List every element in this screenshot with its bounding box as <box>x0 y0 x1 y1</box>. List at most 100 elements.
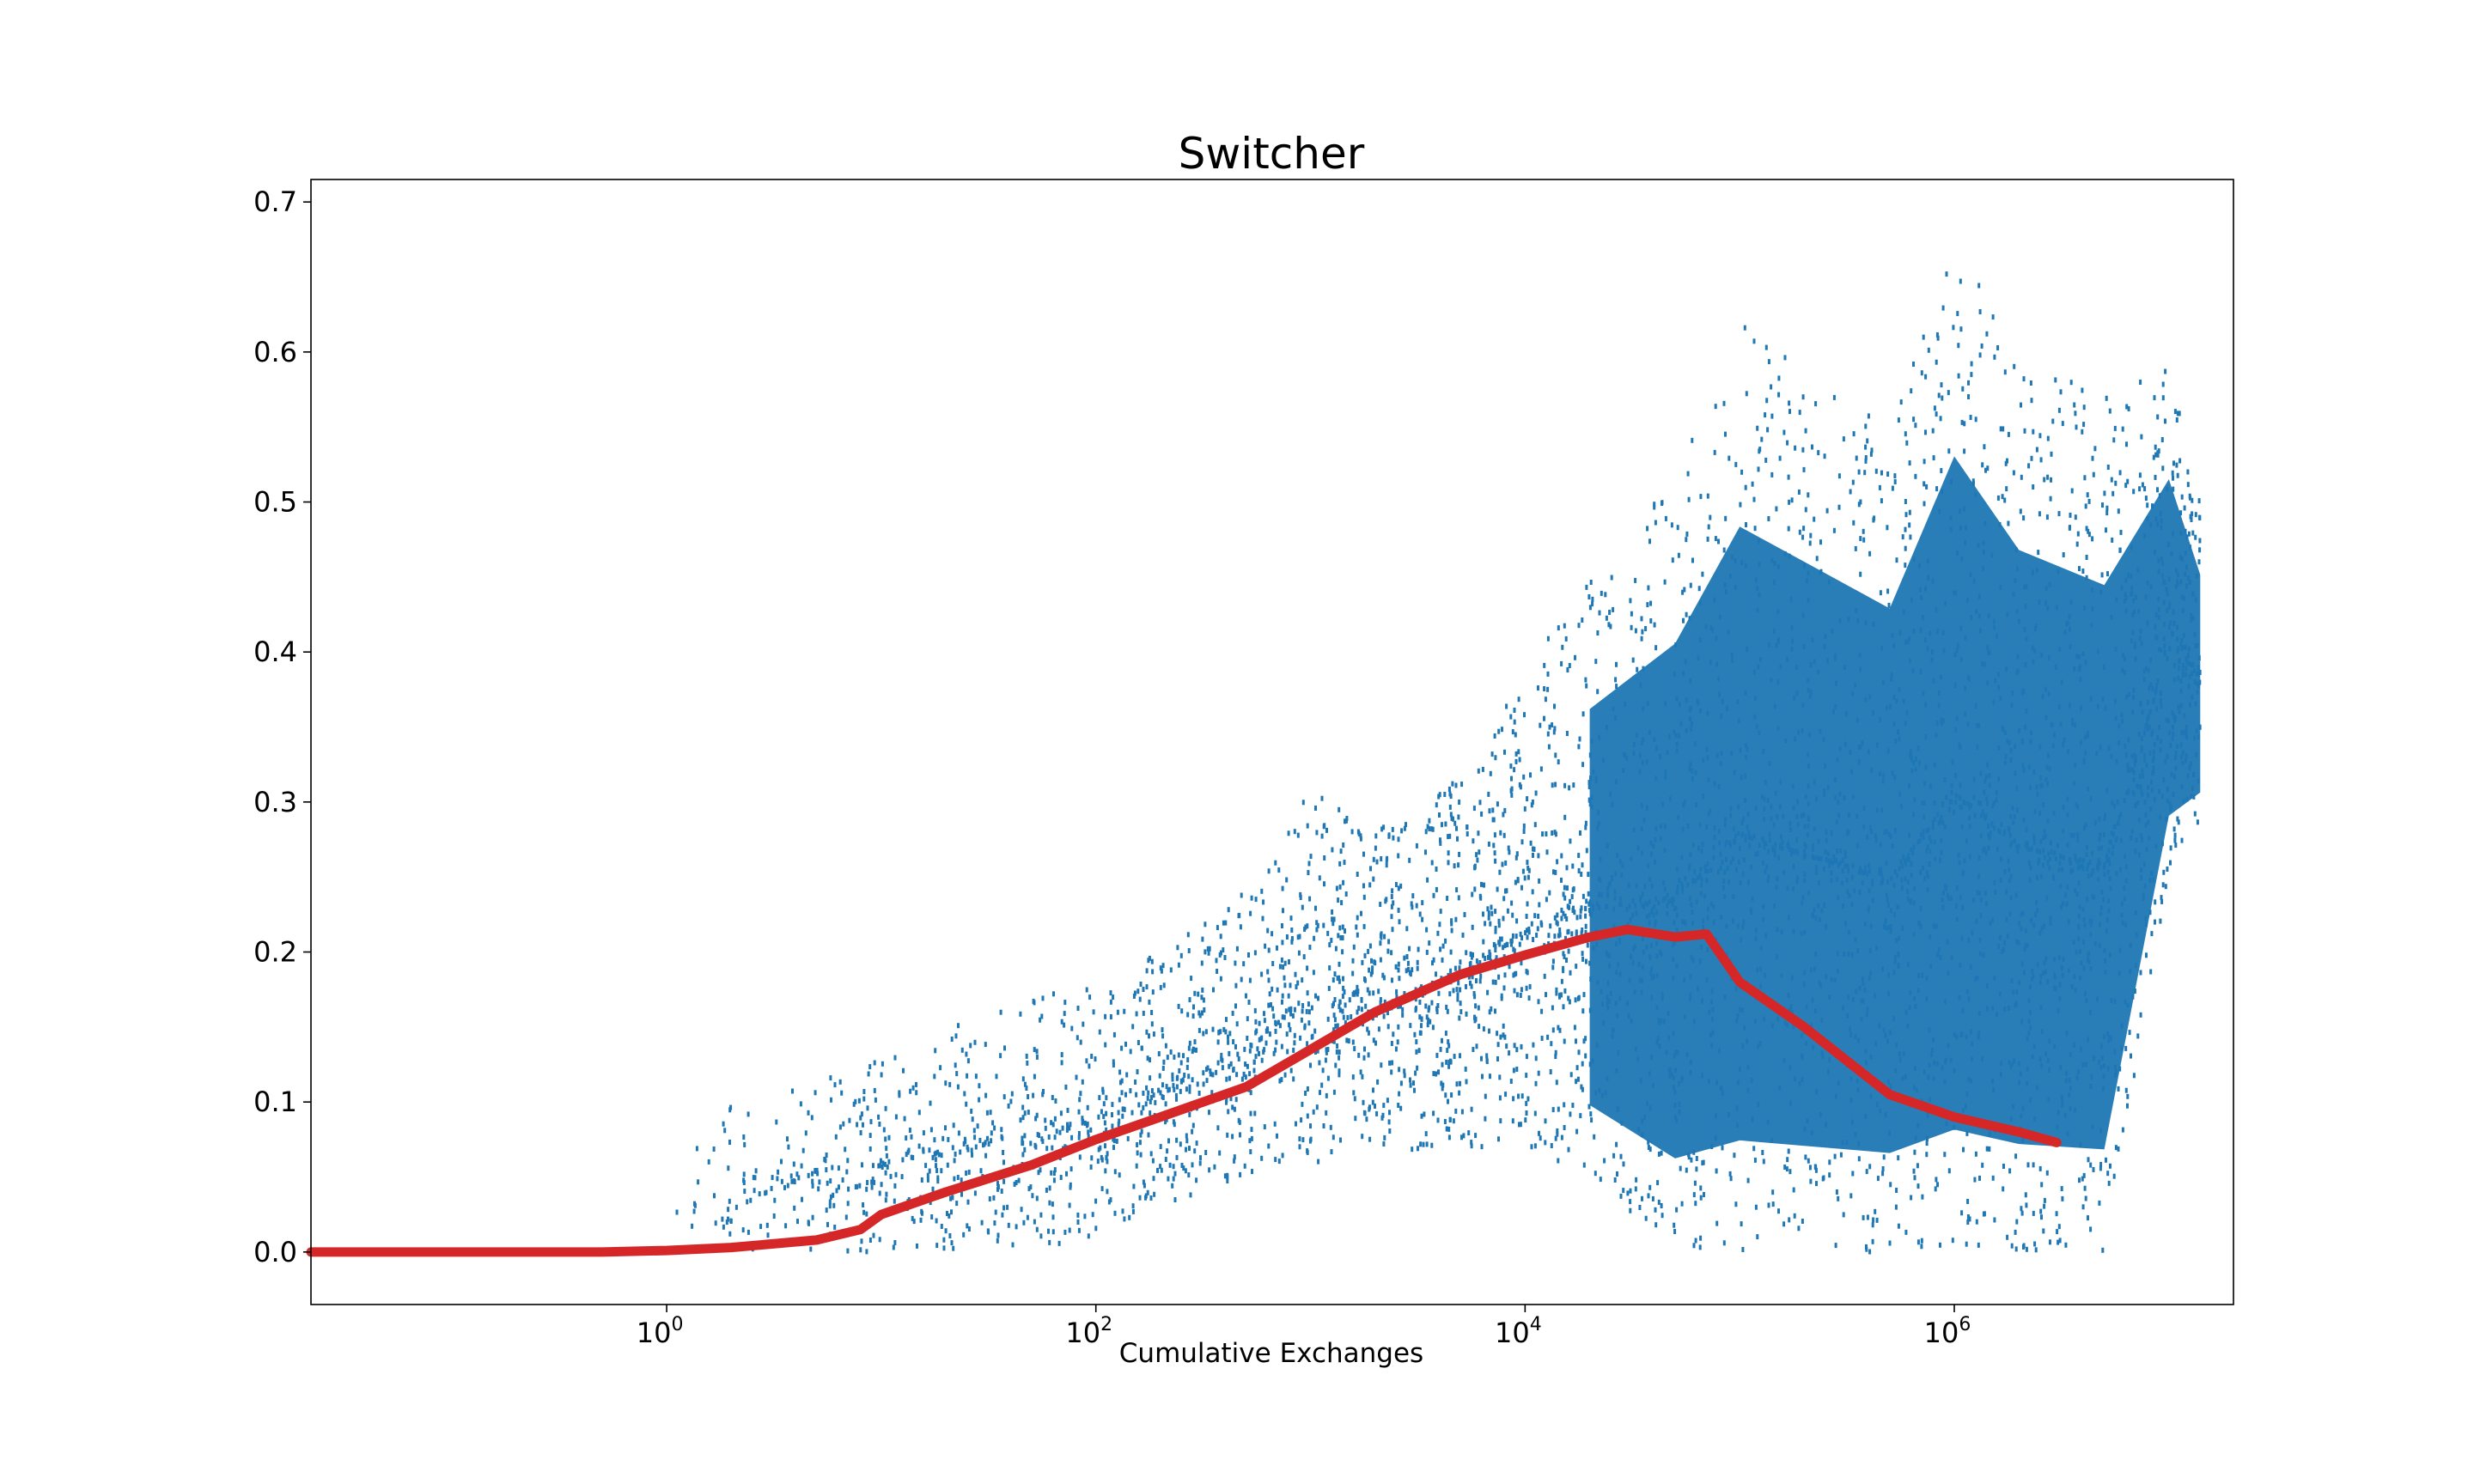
scatter-point <box>2194 512 2197 518</box>
scatter-point <box>1105 1110 1108 1116</box>
scatter-point <box>1935 359 1938 365</box>
scatter-point <box>1002 1159 1005 1165</box>
scatter-point <box>1135 1011 1138 1017</box>
scatter-point <box>1424 829 1428 835</box>
scatter-point <box>1235 946 1239 952</box>
scatter-point <box>1855 455 1858 461</box>
scatter-point <box>801 1147 805 1153</box>
scatter-point <box>1346 1014 1350 1020</box>
scatter-point <box>1648 1146 1652 1153</box>
scatter-point <box>1515 992 1519 998</box>
scatter-point <box>878 1190 881 1196</box>
scatter-point <box>1244 1074 1247 1080</box>
scatter-point <box>2117 1086 2120 1092</box>
scatter-point <box>1563 954 1566 959</box>
scatter-point <box>1585 898 1588 904</box>
scatter-point <box>1394 882 1398 887</box>
scatter-point <box>1575 1038 1577 1044</box>
scatter-point <box>1729 1176 1733 1182</box>
scatter-point <box>1571 887 1575 893</box>
scatter-point <box>829 1178 832 1184</box>
scatter-point <box>1764 344 1768 350</box>
scatter-point <box>931 1186 935 1192</box>
scatter-point <box>1301 1008 1304 1014</box>
scatter-point <box>1399 1003 1402 1009</box>
scatter-point <box>1105 1155 1108 1161</box>
scatter-point <box>786 1183 789 1189</box>
scatter-point <box>1351 991 1355 997</box>
scatter-point <box>1427 1017 1430 1023</box>
scatter-point <box>1415 1049 1418 1055</box>
scatter-point <box>1513 1043 1516 1049</box>
scatter-point <box>1229 1096 1233 1102</box>
scatter-point <box>1993 354 1996 360</box>
scatter-point <box>1832 527 1836 533</box>
scatter-point <box>2171 470 2174 476</box>
scatter-point <box>1491 807 1495 813</box>
scatter-point <box>1676 525 1679 531</box>
scatter-point <box>1186 1057 1190 1063</box>
scatter-point <box>984 1140 987 1146</box>
scatter-point <box>2064 1242 2068 1248</box>
scatter-point <box>884 1197 887 1203</box>
scatter-point <box>2061 1195 2064 1201</box>
scatter-point <box>1221 1065 1224 1071</box>
scatter-point <box>1145 984 1149 990</box>
scatter-point <box>727 1165 730 1171</box>
scatter-point <box>1484 956 1487 961</box>
scatter-point <box>1794 445 1797 451</box>
scatter-point <box>1120 1045 1124 1051</box>
scatter-point <box>2007 431 2010 437</box>
scatter-point <box>1193 990 1197 996</box>
scatter-point <box>1173 1054 1176 1060</box>
scatter-point <box>1060 1060 1063 1066</box>
scatter-point <box>1709 514 1712 520</box>
scatter-point <box>1285 934 1289 940</box>
scatter-point <box>1419 1141 1423 1147</box>
scatter-point <box>934 1048 937 1054</box>
scatter-point <box>1390 1041 1393 1046</box>
scatter-point <box>2109 1163 2111 1169</box>
scatter-point <box>1571 863 1575 869</box>
scatter-point <box>1390 903 1393 909</box>
scatter-point <box>1345 816 1349 821</box>
scatter-point <box>1515 851 1519 857</box>
scatter-point <box>2035 447 2038 453</box>
scatter-point <box>1532 846 1534 852</box>
scatter-point <box>1246 1063 1249 1069</box>
scatter-point <box>1374 1040 1377 1046</box>
scatter-point <box>1564 935 1567 941</box>
scatter-point <box>1175 1154 1179 1160</box>
scatter-point <box>1526 860 1529 866</box>
scatter-point <box>722 1224 725 1230</box>
scatter-point <box>1401 1012 1405 1018</box>
scatter-point <box>1512 1096 1515 1102</box>
scatter-point <box>910 1154 913 1160</box>
scatter-point <box>1180 1163 1184 1168</box>
scatter-point <box>1329 1124 1332 1130</box>
scatter-point <box>1332 1038 1336 1044</box>
scatter-point <box>1912 362 1915 367</box>
scatter-point <box>2178 458 2182 464</box>
scatter-point <box>1505 703 1508 709</box>
scatter-point <box>1519 993 1522 998</box>
scatter-point <box>742 1134 746 1140</box>
scatter-point <box>1185 1146 1187 1153</box>
scatter-point <box>1010 1091 1014 1097</box>
scatter-point <box>1481 766 1484 772</box>
scatter-point <box>1908 509 1911 515</box>
scatter-point <box>1802 466 1806 472</box>
scatter-point <box>1556 1131 1559 1137</box>
scatter-point <box>1734 1201 1738 1207</box>
scatter-point <box>811 1214 814 1220</box>
scatter-point <box>1441 943 1445 949</box>
scatter-point <box>1787 526 1790 532</box>
scatter-point <box>1447 1126 1451 1132</box>
scatter-point <box>1039 1233 1043 1239</box>
scatter-point <box>1540 921 1544 928</box>
scatter-point <box>1250 895 1253 901</box>
scatter-point <box>1478 800 1482 806</box>
scatter-point <box>1199 1155 1202 1161</box>
scatter-point <box>1587 872 1590 878</box>
scatter-point <box>1940 468 1943 473</box>
